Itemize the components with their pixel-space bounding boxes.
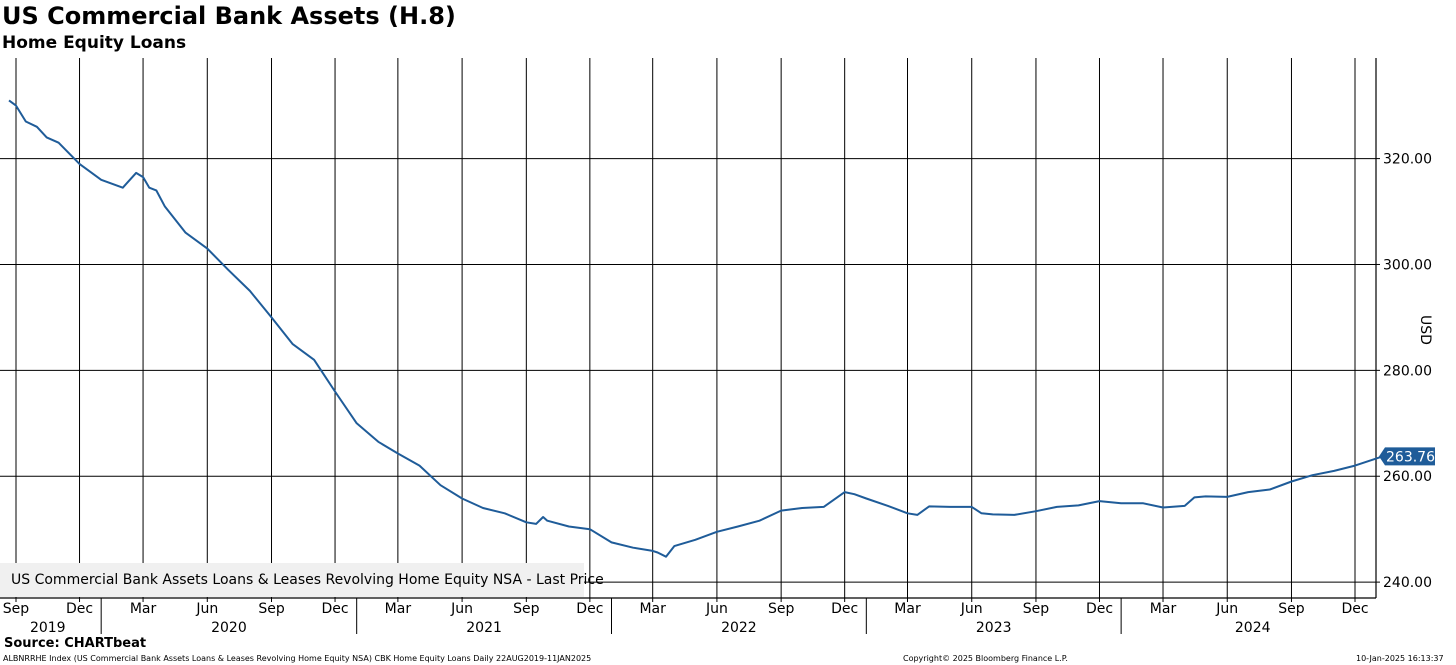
y-tick-label: 260.00 <box>1383 469 1432 485</box>
last-value-label: 263.76 <box>1386 449 1435 465</box>
footer-timestamp: 10-Jan-2025 16:13:37 <box>1356 654 1444 663</box>
y-tick-label: 300.00 <box>1383 257 1432 273</box>
legend: US Commercial Bank Assets Loans & Leases… <box>0 563 604 597</box>
x-tick-label: Jun <box>450 601 473 617</box>
x-year-label: 2023 <box>976 620 1012 636</box>
x-tick-label: Sep <box>3 601 30 617</box>
chart-title: US Commercial Bank Assets (H.8) <box>2 2 456 30</box>
x-year-label: 2020 <box>211 620 247 636</box>
chart-subtitle: Home Equity Loans <box>2 33 187 53</box>
footer-left: ALBNRRHE Index (US Commercial Bank Asset… <box>3 654 592 663</box>
x-tick-label: Mar <box>385 601 412 617</box>
x-tick-label: Dec <box>576 601 603 617</box>
series-line <box>8 99 1384 558</box>
x-year-label: 2021 <box>466 620 502 636</box>
x-tick-label: Mar <box>1150 601 1177 617</box>
x-tick-label: Dec <box>321 601 348 617</box>
y-tick-label: 320.00 <box>1383 152 1432 168</box>
x-tick-label: Dec <box>66 601 93 617</box>
x-tick-label: Sep <box>1023 601 1050 617</box>
source-note: Source: CHARTbeat <box>4 636 147 651</box>
x-tick-label: Jun <box>960 601 983 617</box>
x-tick-label: Sep <box>258 601 285 617</box>
footer-copyright: Copyright© 2025 Bloomberg Finance L.P. <box>903 654 1068 663</box>
x-tick-label: Sep <box>768 601 795 617</box>
x-tick-label: Dec <box>831 601 858 617</box>
x-tick-label: Jun <box>705 601 728 617</box>
y-axis-label: USD <box>1417 315 1433 345</box>
x-tick-label: Dec <box>1086 601 1113 617</box>
x-tick-label: Mar <box>894 601 921 617</box>
legend-label: US Commercial Bank Assets Loans & Leases… <box>11 572 604 588</box>
x-tick-label: Jun <box>1215 601 1238 617</box>
x-tick-label: Sep <box>1278 601 1305 617</box>
x-tick-label: Mar <box>130 601 157 617</box>
x-tick-label: Sep <box>513 601 540 617</box>
y-tick-label: 280.00 <box>1383 363 1432 379</box>
x-year-label: 2022 <box>721 620 757 636</box>
last-value-badge <box>1379 447 1435 466</box>
y-tick-label: 240.00 <box>1383 575 1432 591</box>
x-tick-label: Mar <box>639 601 666 617</box>
x-tick-label: Jun <box>195 601 218 617</box>
x-year-label: 2019 <box>30 620 66 636</box>
x-tick-label: Dec <box>1341 601 1368 617</box>
x-year-label: 2024 <box>1235 620 1271 636</box>
